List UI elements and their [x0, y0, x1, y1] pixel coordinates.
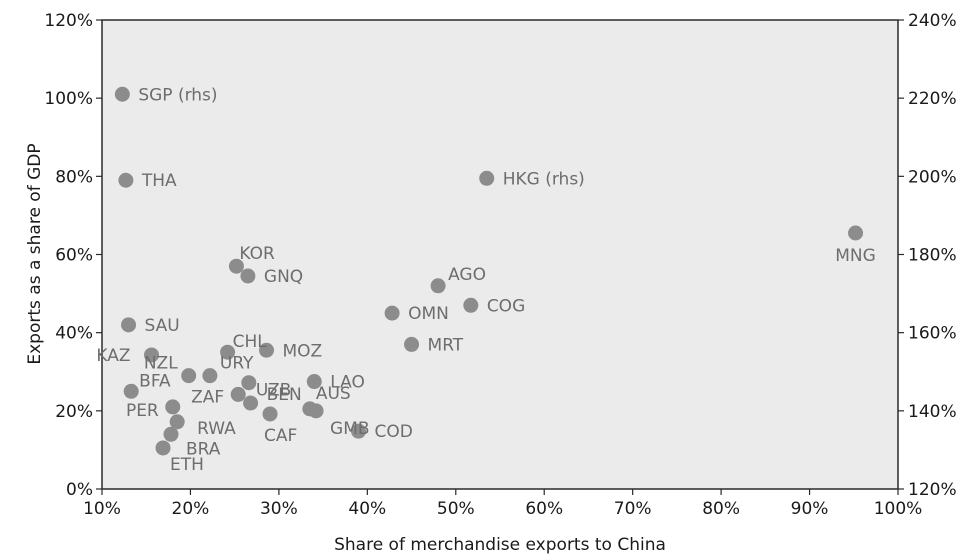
- point-eth: [155, 440, 171, 456]
- point-caf: [262, 406, 278, 422]
- label-mng: MNG: [835, 246, 876, 266]
- point-lao: [306, 374, 322, 390]
- label-cod: COD: [374, 422, 412, 442]
- axis-ticks: 10% 20% 30% 40% 50% 60% 70% 80% 90% 100% 0% 20% 40% 6…: [44, 11, 956, 519]
- label-caf: CAF: [264, 426, 297, 446]
- y2-tick-label: 140%: [908, 402, 957, 422]
- x-tick-label: 90%: [791, 499, 829, 519]
- point-cod: [350, 423, 366, 439]
- point-omn: [384, 305, 400, 321]
- point-sgp-rhs: [114, 86, 130, 102]
- x-tick-label: 20%: [172, 499, 210, 519]
- point-gmb: [308, 403, 324, 419]
- label-zaf: ZAF: [191, 387, 224, 407]
- label-gnq: GNQ: [264, 267, 303, 287]
- label-rwa: RWA: [197, 419, 236, 439]
- point-moz: [259, 342, 275, 358]
- label-bfa: BFA: [139, 371, 171, 391]
- x-tick-label: 70%: [614, 499, 652, 519]
- label-kaz: KAZ: [96, 346, 130, 366]
- y-tick-label: 100%: [44, 89, 93, 109]
- y2-tick-label: 240%: [908, 11, 957, 31]
- label-per: PER: [126, 401, 159, 421]
- label-kor: KOR: [239, 244, 275, 264]
- label-sau: SAU: [145, 316, 180, 336]
- point-zaf: [230, 386, 246, 402]
- y2-tick-label: 200%: [908, 167, 957, 187]
- x-tick-label: 80%: [702, 499, 740, 519]
- label-eth: ETH: [170, 455, 204, 475]
- label-ben: BEN: [267, 385, 302, 405]
- point-hkg-rhs: [479, 170, 495, 186]
- point-mng: [848, 225, 864, 241]
- label-omn: OMN: [408, 304, 449, 324]
- data-points: [114, 86, 864, 456]
- label-uzb: UZB: [256, 381, 291, 401]
- y2-tick-label: 160%: [908, 324, 957, 344]
- y-tick-label: 120%: [44, 11, 93, 31]
- point-cog: [463, 297, 479, 313]
- y2-tick-label: 220%: [908, 89, 957, 109]
- y-tick-label: 80%: [55, 167, 93, 187]
- point-ben: [243, 395, 259, 411]
- x-tick-label: 50%: [437, 499, 475, 519]
- label-sgp-rhs: SGP (rhs): [138, 85, 217, 105]
- point-sau: [121, 317, 137, 333]
- label-ago: AGO: [448, 265, 486, 285]
- point-chl: [220, 344, 236, 360]
- y-tick-label: 0%: [66, 480, 93, 500]
- point-uzb: [241, 375, 257, 391]
- y2-tick-label: 180%: [908, 246, 957, 266]
- y-tick-label: 60%: [55, 246, 93, 266]
- point-kaz: [144, 347, 160, 363]
- label-nzl: NZL: [144, 354, 178, 374]
- y-tick-label: 40%: [55, 324, 93, 344]
- label-tha: THA: [141, 171, 177, 191]
- label-hkg-rhs: HKG (rhs): [503, 169, 585, 189]
- y-axis-title: Exports as a share of GDP: [25, 143, 45, 364]
- label-moz: MOZ: [283, 341, 323, 361]
- label-mrt: MRT: [428, 335, 464, 355]
- x-tick-label: 30%: [260, 499, 298, 519]
- point-ury: [202, 368, 218, 384]
- x-tick-label: 40%: [348, 499, 386, 519]
- label-ury: URY: [220, 354, 254, 374]
- point-per: [165, 399, 181, 415]
- plot-area: [101, 19, 899, 490]
- label-aus: AUS: [316, 384, 351, 404]
- point-bra: [163, 426, 179, 442]
- point-mrt: [404, 336, 420, 352]
- x-tick-label: 10%: [83, 499, 121, 519]
- point-bfa: [123, 383, 139, 399]
- y-tick-label: 20%: [55, 402, 93, 422]
- point-nzl: [181, 368, 197, 384]
- label-chl: CHL: [233, 332, 268, 352]
- x-axis-title: Share of merchandise exports to China: [334, 535, 666, 555]
- y2-tick-label: 120%: [908, 480, 957, 500]
- label-gmb: GMB: [330, 419, 370, 439]
- label-cog: COG: [487, 296, 525, 316]
- label-bra: BRA: [186, 439, 221, 459]
- point-rwa: [169, 414, 185, 430]
- point-tha: [118, 172, 134, 188]
- point-ago: [430, 278, 446, 294]
- point-gnq: [240, 268, 256, 284]
- x-tick-label: 60%: [525, 499, 563, 519]
- point-kor: [228, 258, 244, 274]
- x-tick-label: 100%: [874, 499, 923, 519]
- label-lao: LAO: [330, 373, 365, 393]
